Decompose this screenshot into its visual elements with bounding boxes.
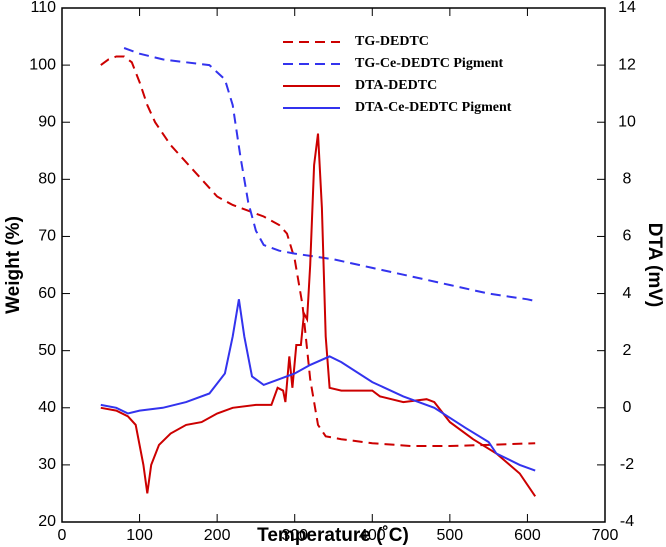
y-tick-label: 40 (38, 399, 56, 416)
legend-label: DTA-Ce-DEDTC Pigment (355, 100, 512, 115)
x-tick-label: 100 (126, 527, 153, 544)
y2-tick-label: 0 (623, 399, 632, 416)
y-tick-label: 110 (30, 0, 56, 16)
x-tick-label: 400 (359, 527, 386, 544)
y-tick-label: 70 (38, 228, 56, 245)
y-tick-label: 50 (38, 342, 56, 359)
y2-tick-label: 6 (623, 228, 632, 245)
x-axis-label: Temperature (˚C) (257, 525, 409, 546)
y-tick-label: 90 (38, 113, 56, 130)
y-axis-label: Weight (%) (3, 216, 24, 314)
x-tick-label: 500 (437, 527, 464, 544)
legend-label: DTA-DEDTC (355, 78, 437, 93)
series-line (100, 133, 537, 497)
x-tick-label: 200 (204, 527, 231, 544)
y2-tick-label: -4 (620, 513, 634, 530)
y2-tick-label: 10 (618, 113, 636, 130)
series-line (123, 47, 536, 302)
y2-tick-label: 2 (623, 342, 632, 359)
y2-tick-label: 12 (618, 56, 636, 73)
series-line (100, 55, 536, 447)
y2-tick-label: 4 (623, 285, 632, 302)
y2-tick-label: 14 (618, 0, 636, 16)
x-tick-label: 0 (58, 527, 67, 544)
plot-frame (61, 7, 606, 523)
x-tick-label: 600 (514, 527, 541, 544)
y-tick-label: 60 (38, 285, 56, 302)
series-line (100, 299, 536, 472)
y2-tick-label: 8 (623, 171, 632, 188)
y2-tick-label: -2 (620, 456, 634, 473)
y2-axis-label: DTA (mV) (644, 223, 665, 307)
x-tick-label: 700 (592, 527, 619, 544)
y-tick-label: 80 (38, 171, 56, 188)
y-tick-label: 30 (38, 456, 56, 473)
y-tick-label: 20 (38, 513, 56, 530)
y-tick-label: 100 (29, 56, 56, 73)
legend-label: TG-DEDTC (355, 34, 429, 49)
x-tick-label: 300 (281, 527, 308, 544)
legend-label: TG-Ce-DEDTC Pigment (355, 56, 503, 71)
